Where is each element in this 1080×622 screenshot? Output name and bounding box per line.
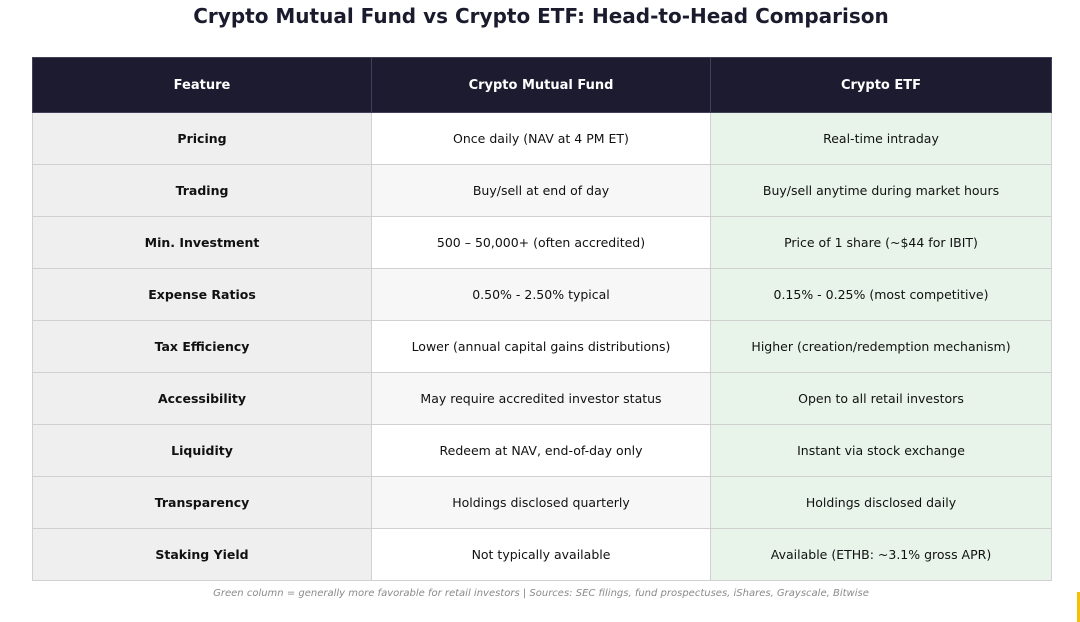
footnote: Green column = generally more favorable … xyxy=(213,588,869,599)
feature-cell: Transparency xyxy=(32,476,372,529)
mutual-fund-cell: 500 – 50,000+ (often accredited) xyxy=(371,216,711,269)
etf-cell: Real-time intraday xyxy=(710,112,1052,165)
table-row: Tax Efficiency Lower (annual capital gain… xyxy=(32,320,1052,373)
comparison-table: Feature Crypto Mutual Fund Crypto ETF Pr… xyxy=(32,57,1052,581)
etf-cell: Buy/sell anytime during market hours xyxy=(710,164,1052,217)
table-row: Min. Investment 500 – 50,000+ (often accr… xyxy=(32,216,1052,269)
etf-cell: Higher (creation/redemption mechanism) xyxy=(710,320,1052,373)
etf-cell: Holdings disclosed daily xyxy=(710,476,1052,529)
header-feature: Feature xyxy=(32,57,372,113)
etf-cell: Available (ETHB: ~3.1% gross APR) xyxy=(710,528,1052,581)
mutual-fund-cell: Redeem at NAV, end-of-day only xyxy=(371,424,711,477)
etf-cell: Price of 1 share (~$44 for IBIT) xyxy=(710,216,1052,269)
page-title: Crypto Mutual Fund vs Crypto ETF: Head-t… xyxy=(193,4,889,28)
mutual-fund-cell: Lower (annual capital gains distribution… xyxy=(371,320,711,373)
mutual-fund-cell: 0.50% - 2.50% typical xyxy=(371,268,711,321)
feature-cell: Min. Investment xyxy=(32,216,372,269)
table-row: Staking Yield Not typically available Avai… xyxy=(32,528,1052,581)
table-row: Transparency Holdings disclosed quarterly… xyxy=(32,476,1052,529)
table-header-row: Feature Crypto Mutual Fund Crypto ETF xyxy=(32,57,1052,113)
feature-cell: Tax Efficiency xyxy=(32,320,372,373)
feature-cell: Expense Ratios xyxy=(32,268,372,321)
mutual-fund-cell: May require accredited investor status xyxy=(371,372,711,425)
etf-cell: 0.15% - 0.25% (most competitive) xyxy=(710,268,1052,321)
etf-cell: Instant via stock exchange xyxy=(710,424,1052,477)
mutual-fund-cell: Holdings disclosed quarterly xyxy=(371,476,711,529)
mutual-fund-cell: Buy/sell at end of day xyxy=(371,164,711,217)
feature-cell: Liquidity xyxy=(32,424,372,477)
feature-cell: Staking Yield xyxy=(32,528,372,581)
feature-cell: Pricing xyxy=(32,112,372,165)
etf-cell: Open to all retail investors xyxy=(710,372,1052,425)
table-row: Liquidity Redeem at NAV, end-of-day only I… xyxy=(32,424,1052,477)
edge-marker xyxy=(1077,592,1080,622)
feature-cell: Accessibility xyxy=(32,372,372,425)
feature-cell: Trading xyxy=(32,164,372,217)
table-row: Trading Buy/sell at end of day Buy/sell an… xyxy=(32,164,1052,217)
mutual-fund-cell: Once daily (NAV at 4 PM ET) xyxy=(371,112,711,165)
table-row: Pricing Once daily (NAV at 4 PM ET) Real-t… xyxy=(32,112,1052,165)
table-row: Expense Ratios 0.50% - 2.50% typical 0.15%… xyxy=(32,268,1052,321)
table-row: Accessibility May require accredited inve… xyxy=(32,372,1052,425)
header-etf: Crypto ETF xyxy=(710,57,1052,113)
mutual-fund-cell: Not typically available xyxy=(371,528,711,581)
header-mutual-fund: Crypto Mutual Fund xyxy=(371,57,711,113)
